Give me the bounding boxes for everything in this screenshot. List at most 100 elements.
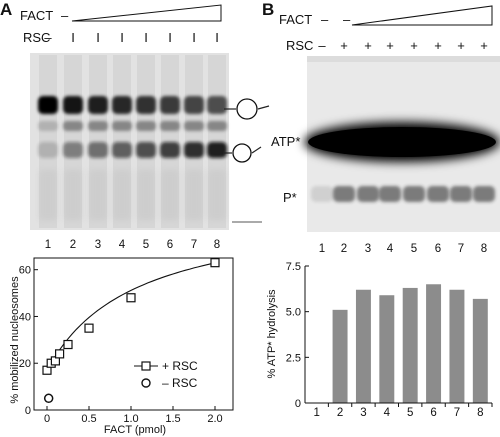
lane-number: 2	[70, 239, 76, 251]
lane-number: 2	[341, 243, 347, 255]
phosphate-band	[450, 186, 472, 202]
rsc-mark: I	[71, 30, 75, 45]
hydrolysis-chart: % ATP* hydrolysis 0 2.5 5.0 7.5 1 2 3 4 5 6 7 8	[266, 261, 493, 419]
mobilization-chart: % mobilized nucleosomes FACT (pmol) 0 0.5…	[9, 257, 234, 436]
category-label: 3	[360, 407, 366, 419]
category-label: 7	[454, 407, 460, 419]
panel-b-fact-label: FACT	[279, 12, 312, 27]
x-tick-label: 2.0	[207, 413, 222, 425]
hydrolysis-bar	[426, 284, 442, 403]
gel-lane	[136, 55, 156, 228]
x-tick-label: 1.5	[165, 413, 180, 425]
rsc-mark: +	[410, 38, 418, 53]
phosphate-band	[473, 186, 495, 202]
gel-lane	[38, 55, 58, 228]
lane-number: 4	[387, 243, 394, 255]
rsc-mark: –	[318, 38, 326, 53]
rsc-mark: +	[386, 38, 394, 53]
mobilization-legend: + RSC – RSC	[134, 359, 198, 390]
rsc-mark: +	[364, 38, 372, 53]
category-label: 8	[477, 407, 483, 419]
fit-curve	[46, 262, 216, 371]
panel-b-fact-lane1-sign: –	[321, 12, 329, 27]
hydrolysis-bar	[355, 289, 371, 403]
y-tick-label: 0	[25, 405, 31, 417]
nucleosome-circle-icon	[232, 143, 252, 163]
gel-lane	[160, 55, 180, 228]
category-label: 1	[313, 407, 319, 419]
mobilization-data-points	[42, 258, 220, 404]
hydrolysis-category-labels: 1 2 3 4 5 6 7 8	[313, 403, 493, 419]
legend-circle-icon	[141, 378, 151, 388]
lane-number: 6	[167, 239, 173, 251]
phosphate-band-label: P*	[283, 190, 297, 205]
legend-square-icon	[141, 361, 151, 371]
panel-a-fact-lane1-sign: –	[61, 8, 69, 23]
lane-number: 3	[95, 239, 101, 251]
panel-b-rsc-label: RSC	[286, 38, 313, 53]
category-label: 5	[407, 407, 413, 419]
lane-number: 8	[214, 239, 220, 251]
lane-number: 4	[119, 239, 126, 251]
rsc-mark: I	[168, 30, 172, 45]
rsc-mark: I	[144, 30, 148, 45]
rsc-mark: I	[96, 30, 100, 45]
x-tick-label: 0.5	[81, 413, 96, 425]
lane-number: 6	[435, 243, 441, 255]
y-tick-label: 20	[19, 358, 31, 370]
lane-number: 1	[319, 243, 325, 255]
y-tick-label: 40	[19, 311, 31, 323]
minus-rsc-point	[43, 393, 54, 404]
x-tick-label: 0	[44, 413, 50, 425]
gel-lane	[88, 55, 108, 228]
plus-rsc-point	[126, 293, 136, 303]
rsc-mark: I	[215, 30, 219, 45]
panel-a-rsc-label: RSC	[23, 30, 50, 45]
hydrolysis-bar	[449, 289, 465, 403]
plus-rsc-point	[84, 323, 94, 333]
y-tick-label: 2.5	[286, 352, 301, 364]
lane-number: 7	[191, 239, 197, 251]
mobilization-plot-frame	[33, 257, 234, 411]
legend-minus-rsc: – RSC	[162, 376, 198, 390]
panel-a-rsc-marks: – I I I I I I I	[44, 30, 218, 45]
hydrolysis-axis-ticks: 0 2.5 5.0 7.5	[286, 261, 309, 410]
mobilized-nucleosome-marker	[224, 143, 262, 163]
panel-a-letter: A	[0, 0, 12, 19]
lane-number: 5	[143, 239, 149, 251]
legend-plus-rsc: + RSC	[162, 359, 198, 373]
panel-b-gel	[304, 56, 500, 232]
atp-band-label: ATP*	[271, 134, 300, 149]
upper-nucleosome-marker	[224, 98, 270, 120]
gel-lane	[63, 55, 83, 228]
y-tick-label: 0	[295, 398, 301, 410]
panel-b-rsc-marks: – + + + + + + +	[318, 38, 487, 53]
panel-a-fact-label: FACT	[20, 8, 53, 23]
hydrolysis-bar	[332, 309, 348, 403]
gel-lane	[112, 55, 132, 228]
phosphate-band	[427, 186, 449, 202]
mobilization-axis-ticks: 0 0.5 1.0 1.5 2.0 0 20 40 60	[19, 265, 223, 425]
hydrolysis-y-axis-title: % ATP* hydrolysis	[266, 289, 278, 379]
lane-number: 5	[411, 243, 417, 255]
phosphate-band	[333, 186, 355, 202]
panel-a-fact-gradient-wedge	[71, 4, 222, 22]
category-label: 4	[384, 407, 391, 419]
plus-rsc-point	[54, 349, 65, 359]
category-label: 6	[430, 407, 436, 419]
mobilization-y-axis-title: % mobilized nucleosomes	[9, 276, 21, 404]
hydrolysis-bar	[379, 295, 395, 403]
y-tick-label: 5.0	[286, 307, 301, 319]
category-label: 2	[337, 407, 343, 419]
mobilization-x-axis-title: FACT (pmol)	[104, 424, 166, 436]
lane-number: 8	[481, 243, 487, 255]
rsc-mark: I	[120, 30, 124, 45]
rsc-mark: +	[434, 38, 442, 53]
rsc-mark: +	[457, 38, 465, 53]
lane-number: 1	[45, 239, 51, 251]
y-tick-label: 7.5	[286, 261, 301, 273]
phosphate-band	[379, 186, 401, 202]
rsc-mark: +	[340, 38, 348, 53]
rsc-mark: +	[480, 38, 488, 53]
